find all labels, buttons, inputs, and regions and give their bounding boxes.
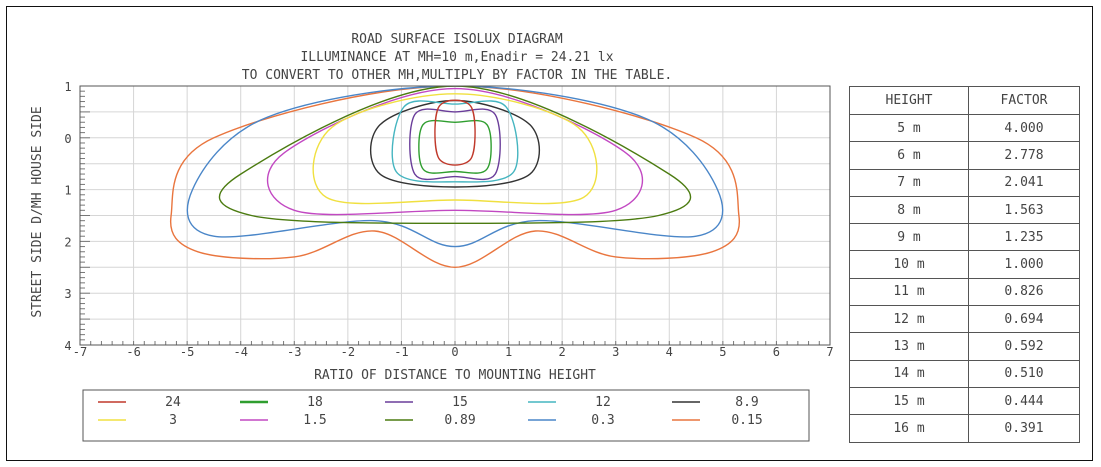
factor-cell: 0.391	[968, 414, 1080, 443]
x-tick-label: 0	[451, 345, 458, 359]
factor-cell: 1.563	[968, 195, 1080, 225]
contour-line-3	[312, 93, 598, 205]
chart-subtitle: ILLUMINANCE AT MH=10 m,Enadir = 24.21 lx	[300, 50, 613, 65]
height-cell: 12 m	[849, 305, 969, 334]
x-tick-label: 7	[826, 345, 833, 359]
table-row: 8 m 1.563	[849, 195, 1080, 225]
contour-line-0_15	[169, 86, 741, 269]
y-tick-label: 4	[64, 339, 71, 353]
legend-label: 24	[165, 395, 181, 410]
plot-area	[79, 85, 831, 346]
x-tick-label: 3	[612, 345, 619, 359]
x-tick-label: -5	[180, 345, 194, 359]
table-row: 16 m 0.391	[849, 414, 1080, 443]
y-tick-label: 3	[64, 287, 71, 301]
table-row: 14 m 0.510	[849, 359, 1080, 388]
contour-line-12	[391, 100, 519, 183]
x-tick-label: -4	[233, 345, 247, 359]
height-cell: 11 m	[849, 277, 969, 307]
y-tick-label: 1	[64, 184, 71, 198]
table-row: 9 m 1.235	[849, 223, 1080, 252]
height-cell: 6 m	[849, 141, 969, 170]
height-cell: 16 m	[849, 414, 969, 443]
table-row: 11 m 0.826	[849, 277, 1080, 307]
chart-title: ROAD SURFACE ISOLUX DIAGRAM	[351, 32, 562, 47]
x-tick-labels: -7 -6 -5 -4 -3 -2 -1 0 1 2 3 4 5 6 7	[73, 345, 834, 359]
table-row: 6 m 2.778	[849, 141, 1080, 170]
x-tick-label: -1	[394, 345, 408, 359]
table-row: 12 m 0.694	[849, 305, 1080, 334]
y-tick-labels: 1 0 1 2 3 4	[64, 80, 71, 353]
height-cell: 15 m	[849, 386, 969, 416]
x-tick-label: 2	[559, 345, 566, 359]
height-cell: 10 m	[849, 250, 969, 279]
x-tick-label: 6	[773, 345, 780, 359]
x-tick-label: -2	[341, 345, 355, 359]
x-axis-label: RATIO OF DISTANCE TO MOUNTING HEIGHT	[314, 368, 596, 383]
contour-line-0_89	[218, 86, 692, 225]
height-cell: 9 m	[849, 223, 969, 252]
table-row: 13 m 0.592	[849, 332, 1080, 361]
contour-lines	[169, 86, 741, 269]
table-row: 7 m 2.041	[849, 168, 1080, 197]
height-cell: 8 m	[849, 195, 969, 225]
factor-cell: 2.041	[968, 168, 1080, 197]
header-height: HEIGHT	[849, 86, 969, 115]
table-row: 10 m 1.000	[849, 250, 1080, 279]
header-factor: FACTOR	[968, 86, 1080, 115]
contour-line-24	[434, 99, 476, 166]
x-tick-label: 1	[505, 345, 512, 359]
factor-table-header: HEIGHT FACTOR	[849, 86, 1080, 115]
factor-cell: 0.510	[968, 359, 1080, 388]
x-tick-label: 4	[666, 345, 673, 359]
contour-line-18	[418, 119, 492, 174]
height-cell: 5 m	[849, 113, 969, 143]
legend-label: 12	[595, 395, 611, 410]
x-tick-label: -7	[73, 345, 87, 359]
legend: 24 18 15 12 8.9 3 1.5 0.89 0.3 0.15	[98, 395, 763, 428]
y-tick-label: 1	[64, 80, 71, 94]
legend-box	[82, 389, 810, 442]
legend-label: 1.5	[303, 413, 326, 428]
contour-line-1_5	[266, 87, 644, 216]
legend-label: 15	[452, 395, 468, 410]
legend-label: 3	[169, 413, 177, 428]
height-cell: 14 m	[849, 359, 969, 388]
factor-cell: 4.000	[968, 113, 1080, 143]
x-tick-label: -6	[126, 345, 140, 359]
y-axis-label: STREET SIDE D/MH HOUSE SIDE	[30, 106, 45, 317]
height-cell: 7 m	[849, 168, 969, 197]
legend-label: 0.89	[444, 413, 475, 428]
plot-grid	[79, 85, 831, 346]
table-row: 5 m 4.000	[849, 113, 1080, 143]
x-tick-label: -3	[287, 345, 301, 359]
chart-note: TO CONVERT TO OTHER MH,MULTIPLY BY FACTO…	[242, 68, 672, 83]
x-tick-label: 5	[719, 345, 726, 359]
factor-cell: 1.235	[968, 223, 1080, 252]
y-tick-label: 2	[64, 235, 71, 249]
height-cell: 13 m	[849, 332, 969, 361]
legend-label: 18	[307, 395, 323, 410]
factor-cell: 0.694	[968, 305, 1080, 334]
factor-cell: 0.826	[968, 277, 1080, 307]
figure-frame	[6, 6, 1093, 461]
factor-table: HEIGHT FACTOR 5 m 4.000 6 m 2.778 7 m 2.041…	[849, 86, 1080, 443]
contour-line-15	[409, 108, 501, 181]
factor-cell: 2.778	[968, 141, 1080, 170]
factor-cell: 0.592	[968, 332, 1080, 361]
y-tick-label: 0	[64, 132, 71, 146]
legend-label: 0.15	[731, 413, 762, 428]
table-row: 15 m 0.444	[849, 386, 1080, 416]
legend-label: 0.3	[591, 413, 614, 428]
legend-label: 8.9	[735, 395, 758, 410]
factor-cell: 0.444	[968, 386, 1080, 416]
factor-cell: 1.000	[968, 250, 1080, 279]
